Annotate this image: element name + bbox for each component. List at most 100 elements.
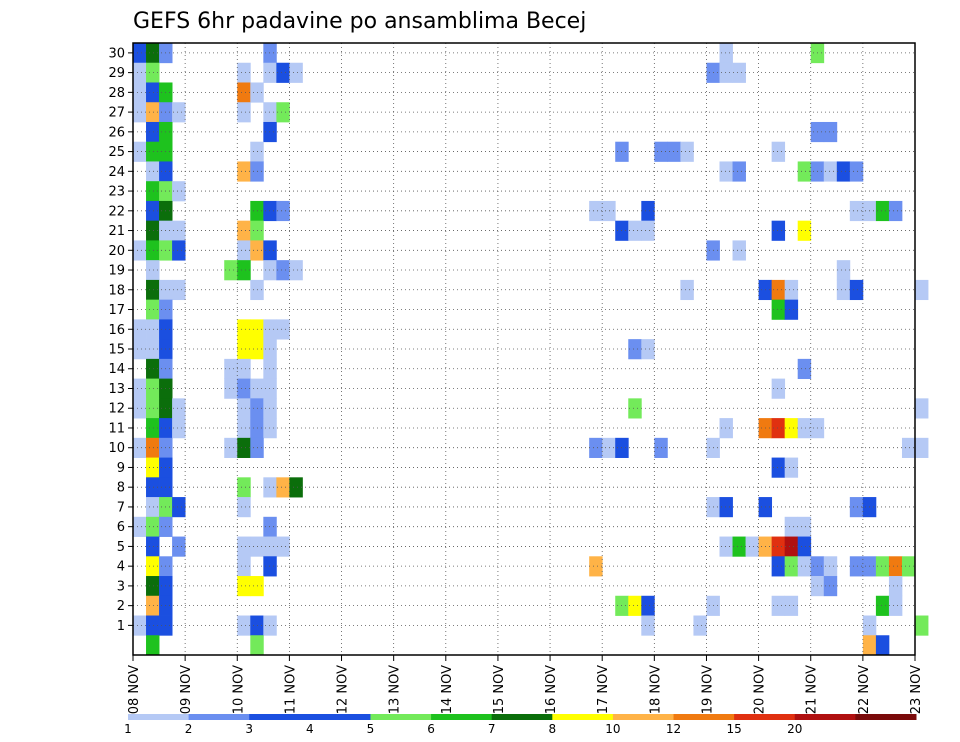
heatmap-cell [263, 378, 277, 399]
heatmap-cell [263, 43, 277, 64]
colorbar-segment [552, 714, 614, 720]
heatmap-cell [237, 240, 251, 261]
y-tick-label: 27 [108, 106, 125, 121]
x-tick-label: 16 NOV [544, 665, 559, 714]
heatmap-cell [263, 240, 277, 261]
heatmap-cell [172, 220, 186, 241]
heatmap-cell [771, 279, 786, 301]
heatmap-cell [276, 102, 290, 123]
colorbar-label: 15 [727, 722, 742, 736]
heatmap-cell [784, 536, 799, 557]
heatmap-cell [237, 556, 251, 577]
heatmap-cell [602, 200, 616, 222]
y-tick-label: 23 [108, 185, 125, 200]
heatmap-cell [875, 635, 890, 656]
heatmap-cell [133, 141, 147, 162]
heatmap-cell [719, 62, 733, 83]
colorbar-label: 10 [605, 722, 620, 736]
y-tick-label: 24 [108, 165, 125, 180]
heatmap-cell [263, 418, 277, 439]
heatmap-cell [146, 200, 160, 222]
heatmap-cell [172, 181, 186, 202]
y-axis: 1234567891011121314151617181920212223242… [108, 46, 133, 634]
heatmap-cell [237, 82, 251, 103]
heatmap-cell [146, 279, 160, 301]
y-tick-label: 9 [117, 461, 125, 476]
y-tick-label: 3 [117, 579, 125, 594]
heatmap-cell [289, 62, 303, 83]
x-tick-label: 22 NOV [857, 665, 872, 714]
heatmap-cell [797, 220, 812, 241]
heatmap-cell [224, 437, 238, 458]
heatmap-cell [641, 615, 655, 636]
heatmap-cell [719, 418, 733, 439]
heatmap-cell [146, 635, 160, 656]
heatmap-cell [263, 200, 277, 222]
heatmap-cell [146, 260, 160, 281]
heatmap-cell [732, 62, 746, 83]
heatmap-cell [146, 378, 160, 399]
heatmap-cells [133, 43, 929, 656]
y-tick-label: 8 [117, 481, 125, 496]
x-tick-label: 23 NOV [909, 665, 924, 714]
heatmap-cell [875, 595, 890, 616]
heatmap-cell [263, 516, 277, 537]
heatmap-cell [133, 339, 147, 360]
heatmap-cell [237, 477, 251, 498]
heatmap-cell [849, 556, 864, 577]
heatmap-cell [276, 536, 290, 557]
heatmap-cell [888, 200, 903, 222]
heatmap-cell [146, 121, 160, 143]
heatmap-cell [628, 339, 642, 360]
heatmap-cell [276, 62, 290, 83]
heatmap-cell [237, 102, 251, 123]
heatmap-cell [784, 556, 799, 577]
heatmap-cell [263, 536, 277, 557]
heatmap-cell [237, 358, 251, 380]
heatmap-cell [719, 161, 733, 182]
y-tick-label: 18 [108, 283, 125, 298]
heatmap-cell [146, 595, 160, 616]
heatmap-cell [719, 536, 733, 557]
colorbar-segment [431, 714, 493, 720]
y-tick-label: 11 [108, 421, 125, 436]
y-tick-label: 2 [117, 599, 125, 614]
heatmap-cell [146, 437, 160, 458]
heatmap-cell [237, 62, 251, 83]
heatmap-cell [263, 339, 277, 360]
heatmap-cell [849, 200, 864, 222]
heatmap-cell [263, 62, 277, 83]
heatmap-cell [732, 161, 746, 182]
colorbar-label: 5 [367, 722, 375, 736]
heatmap-cell [237, 260, 251, 281]
heatmap-cell [823, 121, 838, 143]
heatmap-cell [237, 339, 251, 360]
heatmap-cell [823, 576, 838, 597]
colorbar-segment [188, 714, 250, 720]
colorbar-label: 2 [185, 722, 193, 736]
heatmap-cell [797, 358, 812, 380]
heatmap-cell [146, 477, 160, 498]
y-tick-label: 30 [108, 46, 125, 61]
heatmap-cell [771, 220, 786, 241]
y-tick-label: 19 [108, 264, 125, 279]
heatmap-cell [263, 477, 277, 498]
chart-title: GEFS 6hr padavine po ansamblima Becej [133, 9, 586, 34]
colorbar-segment [673, 714, 735, 720]
heatmap-cell [888, 595, 903, 616]
colorbar-label: 6 [427, 722, 435, 736]
heatmap-cell [915, 398, 929, 419]
heatmap-cell [133, 43, 147, 64]
heatmap-cell [250, 635, 264, 656]
y-tick-label: 17 [108, 303, 125, 318]
heatmap-cell [849, 279, 864, 301]
heatmap-cell [875, 200, 890, 222]
y-tick-label: 4 [117, 560, 125, 575]
heatmap-cell [146, 82, 160, 103]
heatmap-cell [146, 319, 160, 340]
y-tick-label: 16 [108, 323, 125, 338]
heatmap-cell [146, 43, 160, 64]
heatmap-cell [237, 319, 251, 340]
heatmap-cell [146, 161, 160, 182]
